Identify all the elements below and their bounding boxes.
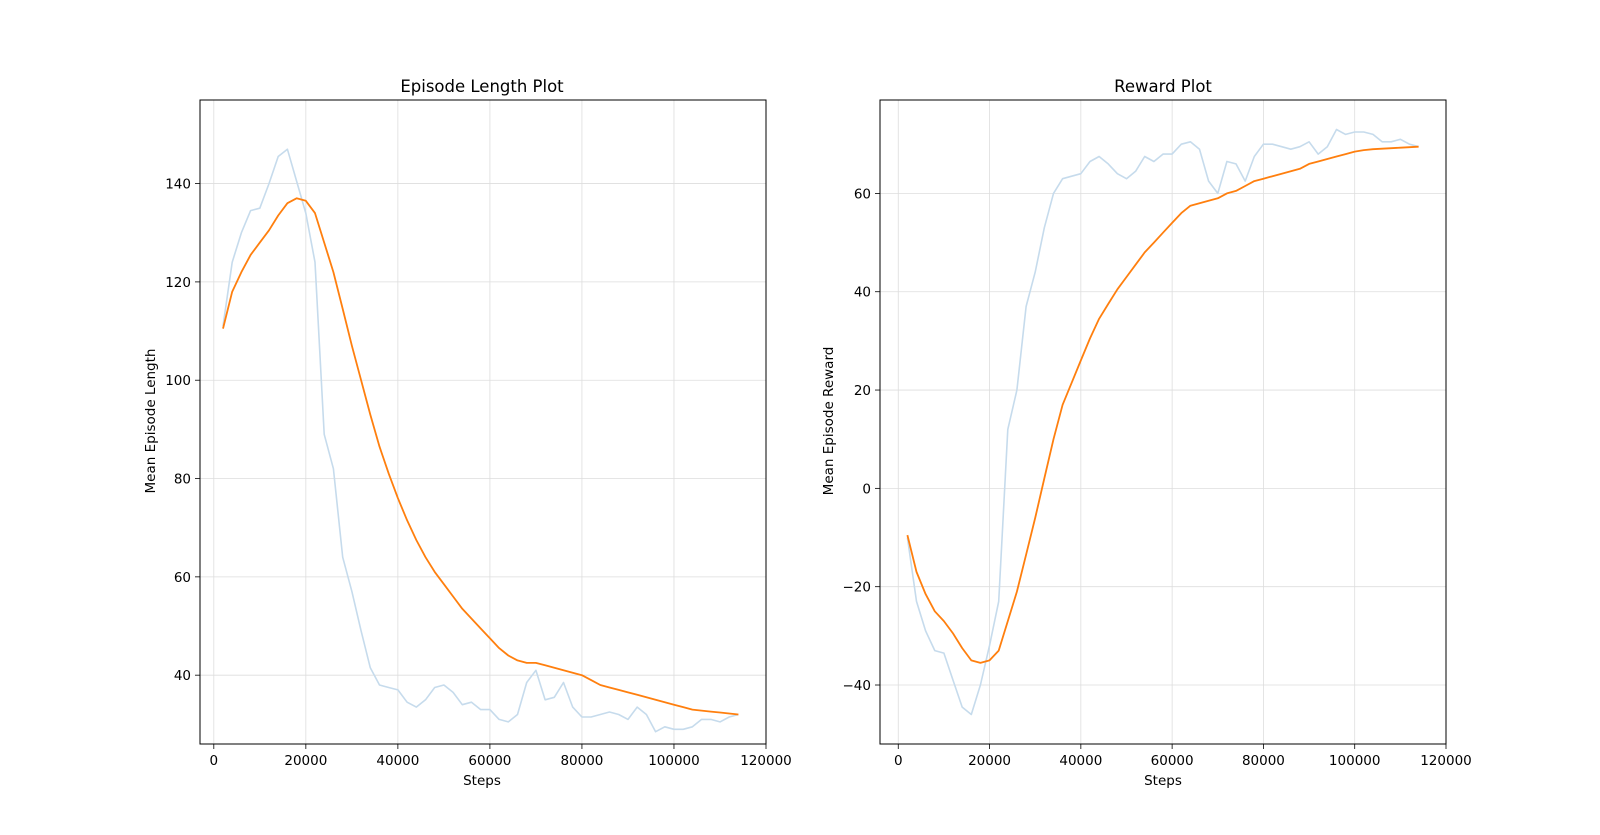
episode-length-plot-frame: [199, 99, 767, 745]
episode-length-xtick-label: 20000: [284, 753, 327, 769]
reward-ytick-label: 40: [854, 285, 871, 301]
reward-ticks: 0 20000 40000 60000 80000 100000 120000 −40 −20 0…: [843, 186, 1472, 769]
reward-raw-line: [906, 128, 1419, 716]
reward-xtick-label: 120000: [1420, 753, 1472, 769]
reward-ytick-label: 60: [854, 186, 871, 202]
reward-ytick-label: 0: [862, 481, 871, 497]
episode-length-title: Episode Length Plot: [400, 77, 564, 96]
reward-plot-frame: [879, 99, 1447, 745]
episode-length-ytick-label: 60: [174, 570, 191, 586]
reward-grid: [880, 100, 1447, 744]
reward-xlabel: Steps: [1144, 773, 1182, 789]
reward-xtick-label: 80000: [1242, 753, 1285, 769]
reward-xtick-label: 100000: [1329, 753, 1381, 769]
episode-length-ytick-label: 140: [165, 177, 191, 193]
episode-length-ytick-label: 40: [174, 668, 191, 684]
reward-title: Reward Plot: [1114, 77, 1212, 96]
episode-length-xlabel: Steps: [463, 773, 501, 789]
episode-length-xtick-label: 100000: [648, 753, 700, 769]
episode-length-xtick-label: 0: [210, 753, 219, 769]
episode-length-ticks: 0 20000 40000 60000 80000 100000 120000 40 60 80 1…: [165, 177, 792, 769]
reward-xtick-label: 40000: [1059, 753, 1102, 769]
episode-length-raw-line: [222, 148, 739, 733]
reward-ytick-label: −20: [843, 580, 872, 596]
episode-length-ytick-label: 80: [174, 472, 191, 488]
episode-length-xtick-label: 40000: [376, 753, 419, 769]
reward-series: [906, 128, 1419, 716]
episode-length-ytick-label: 120: [165, 275, 191, 291]
reward-ytick-label: −40: [843, 678, 872, 694]
episode-length-xtick-label: 60000: [468, 753, 511, 769]
reward-ytick-label: 20: [854, 383, 871, 399]
reward-smoothed-line: [906, 145, 1419, 664]
episode-length-series: [222, 148, 739, 733]
reward-xtick-label: 60000: [1151, 753, 1194, 769]
reward-xtick-label: 0: [894, 753, 903, 769]
episode-length-chart: Episode Length Plot Steps Mean Episode L…: [143, 77, 792, 789]
reward-ylabel: Mean Episode Reward: [821, 347, 837, 496]
reward-xtick-label: 20000: [968, 753, 1011, 769]
episode-length-ytick-label: 100: [165, 373, 191, 389]
episode-length-xtick-label: 80000: [560, 753, 603, 769]
episode-length-ylabel: Mean Episode Length: [143, 349, 159, 494]
reward-chart: Reward Plot Steps Mean Episode Reward 0 2…: [821, 77, 1472, 789]
episode-length-smoothed-line: [222, 197, 739, 716]
episode-length-xtick-label: 120000: [740, 753, 792, 769]
